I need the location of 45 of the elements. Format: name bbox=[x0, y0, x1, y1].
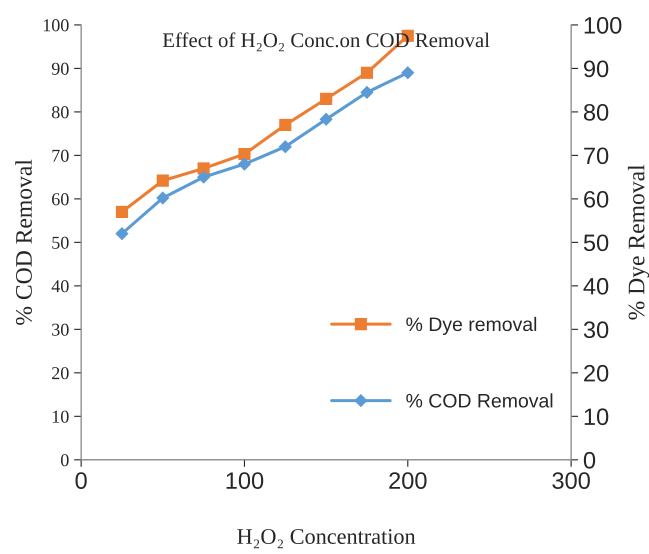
y-tick-label: 70 bbox=[52, 150, 69, 162]
y-tick-label: 0 bbox=[60, 454, 69, 466]
y-tick-label: 80 bbox=[52, 106, 69, 118]
point bbox=[360, 66, 374, 79]
y2-tick-label: 90 bbox=[584, 60, 608, 78]
y2-tick-label: 30 bbox=[584, 321, 608, 338]
point bbox=[116, 206, 128, 218]
y-tick-label: 40 bbox=[52, 280, 69, 292]
point bbox=[156, 174, 169, 187]
point bbox=[360, 86, 374, 99]
y2-tick-label: 50 bbox=[584, 234, 608, 252]
y-tick-label: 10 bbox=[52, 410, 69, 423]
x-axis-title: H₂O₂ Concentration bbox=[237, 529, 416, 548]
point bbox=[320, 92, 332, 105]
point bbox=[116, 227, 128, 240]
y-axis-title: % COD Removal bbox=[15, 160, 32, 325]
point bbox=[320, 112, 333, 126]
y2-tick-label: 70 bbox=[584, 147, 608, 164]
point bbox=[238, 148, 251, 160]
y2-tick-label: 10 bbox=[584, 408, 608, 426]
point bbox=[156, 192, 170, 204]
y2-tick-label: 40 bbox=[583, 278, 608, 295]
point bbox=[278, 140, 292, 154]
point bbox=[279, 118, 292, 132]
y-tick-label: 90 bbox=[52, 62, 69, 75]
point bbox=[401, 66, 414, 80]
legend-label: % COD Removal bbox=[406, 393, 552, 408]
y2-tick-label: 20 bbox=[584, 364, 608, 382]
y2-tick-label: 60 bbox=[584, 190, 608, 208]
x-tick-label: 300 bbox=[552, 472, 590, 489]
point bbox=[238, 158, 251, 171]
y-tick-label: 60 bbox=[52, 193, 69, 206]
y2-axis-title: % Dye Removal bbox=[628, 164, 649, 320]
y-tick-label: 100 bbox=[44, 19, 69, 32]
point bbox=[197, 170, 210, 184]
y2-tick-label: 80 bbox=[584, 104, 608, 121]
x-tick-label: 100 bbox=[226, 472, 264, 489]
x-tick-label: 0 bbox=[75, 472, 87, 489]
legend-label: % Dye removal bbox=[406, 316, 536, 335]
y2-tick-label: 0 bbox=[584, 452, 596, 469]
y-tick-label: 30 bbox=[52, 324, 69, 336]
y-tick-label: 20 bbox=[52, 367, 69, 380]
x-tick-label: 200 bbox=[389, 472, 427, 489]
y-tick-label: 50 bbox=[52, 236, 69, 249]
y2-tick-label: 100 bbox=[584, 17, 622, 34]
